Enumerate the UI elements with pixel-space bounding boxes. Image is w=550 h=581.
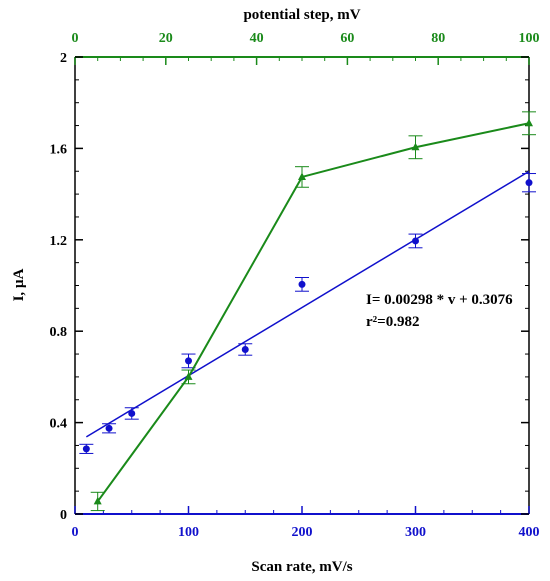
data-point [181,353,196,369]
circle-marker [525,179,533,187]
triangle-marker [298,172,306,180]
circle-marker [82,445,90,453]
x-tick-label: 100 [178,525,199,540]
y-tick-label: 2 [60,51,67,66]
data-point [408,233,423,249]
circle-marker [412,237,419,245]
y-tick-label: 1.6 [50,142,68,157]
circle-marker [185,357,192,365]
data-point [102,423,117,434]
x-tick-label: 300 [405,525,426,540]
triangle-marker [525,118,533,127]
x2-axis-title: potential step, mV [243,7,360,23]
series-line [96,122,530,503]
x-axis-title: Scan rate, mV/s [251,559,352,575]
x2-tick-label: 20 [159,31,173,46]
fit-line [85,170,530,438]
circle-marker [298,280,306,288]
data-point [408,135,423,160]
x2-tick-label: 80 [431,31,445,46]
x-tick-label: 0 [72,525,79,540]
data-point [295,166,309,188]
triangle-marker [184,372,193,380]
y-axis-title: I, µA [11,268,27,301]
fit-equation-label: I= 0.00298 * v + 0.3076 [366,292,513,308]
circle-marker [128,409,136,417]
data-point [79,443,94,454]
data-point [295,277,309,292]
y-tick-label: 0.4 [50,417,68,432]
x2-tick-label: 60 [340,31,354,46]
circle-marker [105,424,113,432]
y-tick-label: 0.8 [50,325,68,340]
data-layer [79,111,536,512]
data-point [90,491,105,512]
r-squared-label: r²=0.982 [366,314,419,330]
x2-tick-label: 40 [250,31,264,46]
circle-marker [241,345,249,353]
x-tick-label: 200 [292,525,313,540]
ticks-layer: 0 100 200 300 400 0 20 40 60 80 100 0 0.4 0.8 1.2 1.6 2 [50,31,540,540]
data-point [124,407,139,420]
y-tick-label: 0 [60,508,67,523]
x2-tick-label: 0 [72,31,79,46]
data-point [522,173,536,193]
y-tick-label: 1.2 [50,234,68,249]
data-point [238,343,253,356]
x2-tick-label: 100 [519,31,540,46]
triangle-marker [411,142,420,151]
x-tick-label: 400 [519,525,540,540]
data-point [522,111,536,136]
triangle-marker [93,496,102,505]
data-point [181,369,196,385]
